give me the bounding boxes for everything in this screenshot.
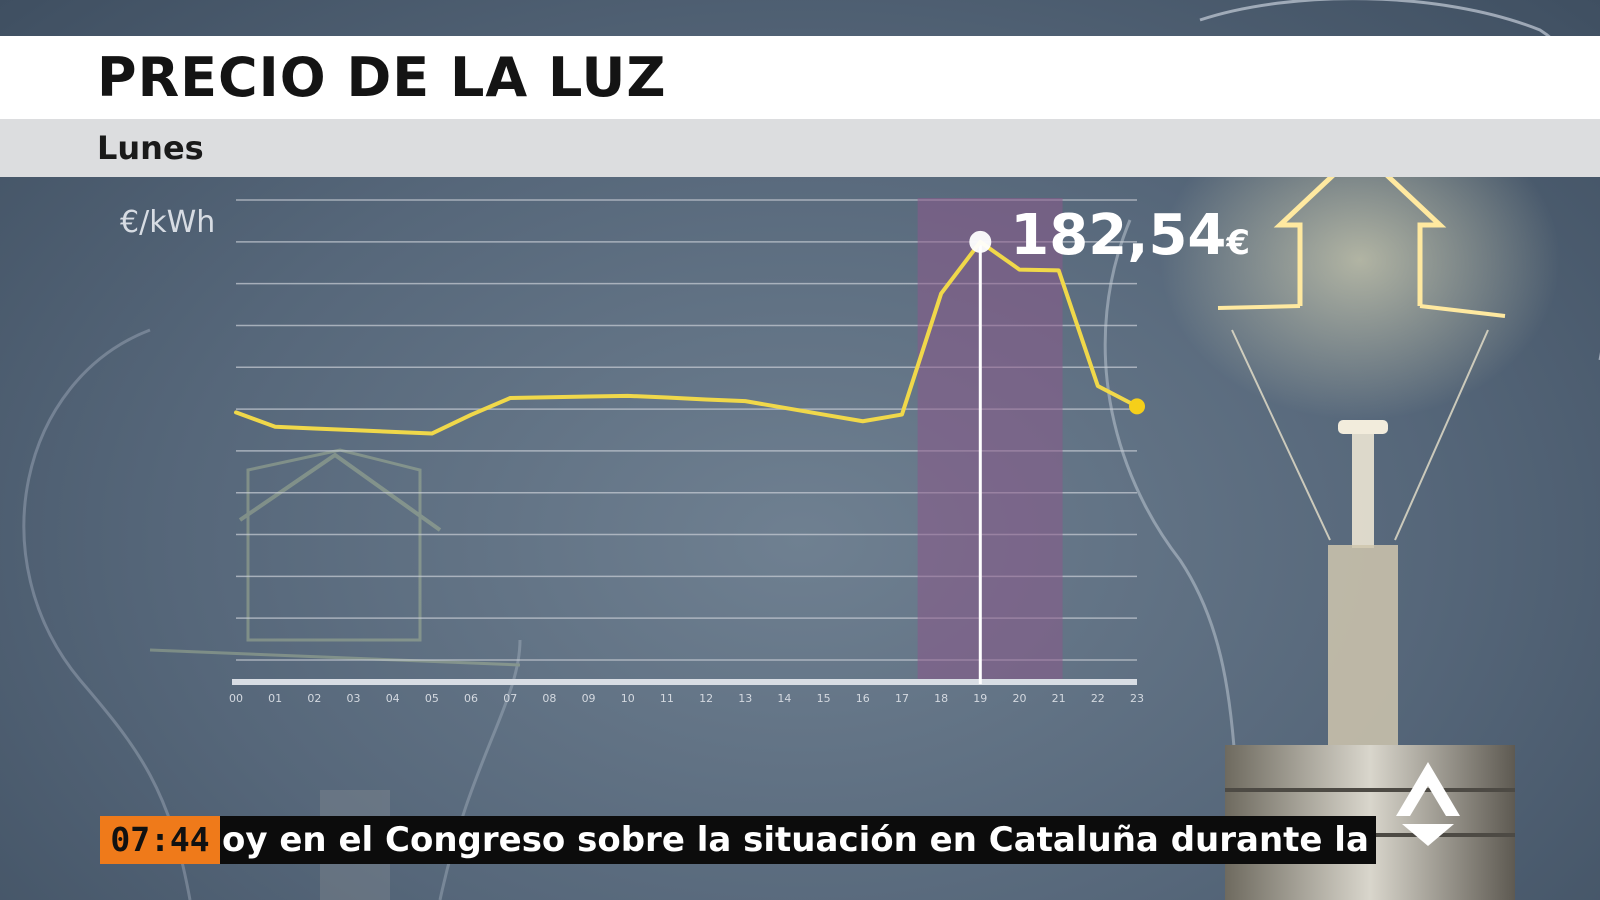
x-tick-label: 06 [464, 692, 478, 705]
x-tick-label: 01 [268, 692, 282, 705]
x-tick-label: 22 [1091, 692, 1105, 705]
peak-value-label: 182,54€ [1010, 203, 1250, 268]
y-axis-label: €/kWh [120, 205, 215, 240]
peak-value-unit: € [1225, 223, 1250, 263]
x-tick-label: 18 [934, 692, 948, 705]
x-tick-label: 14 [777, 692, 791, 705]
x-tick-label: 03 [347, 692, 361, 705]
news-ticker: 07:44 oy en el Congreso sobre la situaci… [100, 816, 1376, 864]
x-tick-label: 02 [307, 692, 321, 705]
highlight-band [917, 198, 1063, 684]
header-bar [0, 36, 1600, 119]
x-tick-labels: 00 01 02 03 04 05 06 07 08 09 10 11 12 13 14 15 16 17 18 19… [229, 692, 1144, 705]
x-tick-label: 00 [229, 692, 243, 705]
series-endpoint [1129, 398, 1145, 415]
x-tick-label: 19 [973, 692, 987, 705]
x-tick-label: 15 [817, 692, 831, 705]
x-tick-label: 09 [582, 692, 596, 705]
ticker-headline: oy en el Congreso sobre la situación en … [222, 820, 1369, 860]
ticker-clock: 07:44 [100, 816, 220, 864]
peak-marker [969, 230, 992, 253]
x-tick-label: 16 [856, 692, 870, 705]
x-tick-label: 12 [699, 692, 713, 705]
antena3-logo-icon [1396, 762, 1460, 846]
x-tick-label: 07 [503, 692, 517, 705]
x-tick-label: 04 [386, 692, 400, 705]
x-tick-label: 10 [621, 692, 635, 705]
x-tick-label: 05 [425, 692, 439, 705]
day-subtitle: Lunes [97, 129, 204, 167]
x-tick-label: 13 [738, 692, 752, 705]
x-tick-label: 21 [1052, 692, 1066, 705]
subheader-bar [0, 119, 1600, 177]
x-tick-label: 20 [1012, 692, 1026, 705]
x-tick-label: 17 [895, 692, 909, 705]
peak-value-number: 182,54 [1010, 203, 1226, 268]
x-tick-label: 23 [1130, 692, 1144, 705]
x-tick-label: 11 [660, 692, 674, 705]
x-tick-label: 08 [542, 692, 556, 705]
page-title: PRECIO DE LA LUZ [97, 46, 667, 109]
